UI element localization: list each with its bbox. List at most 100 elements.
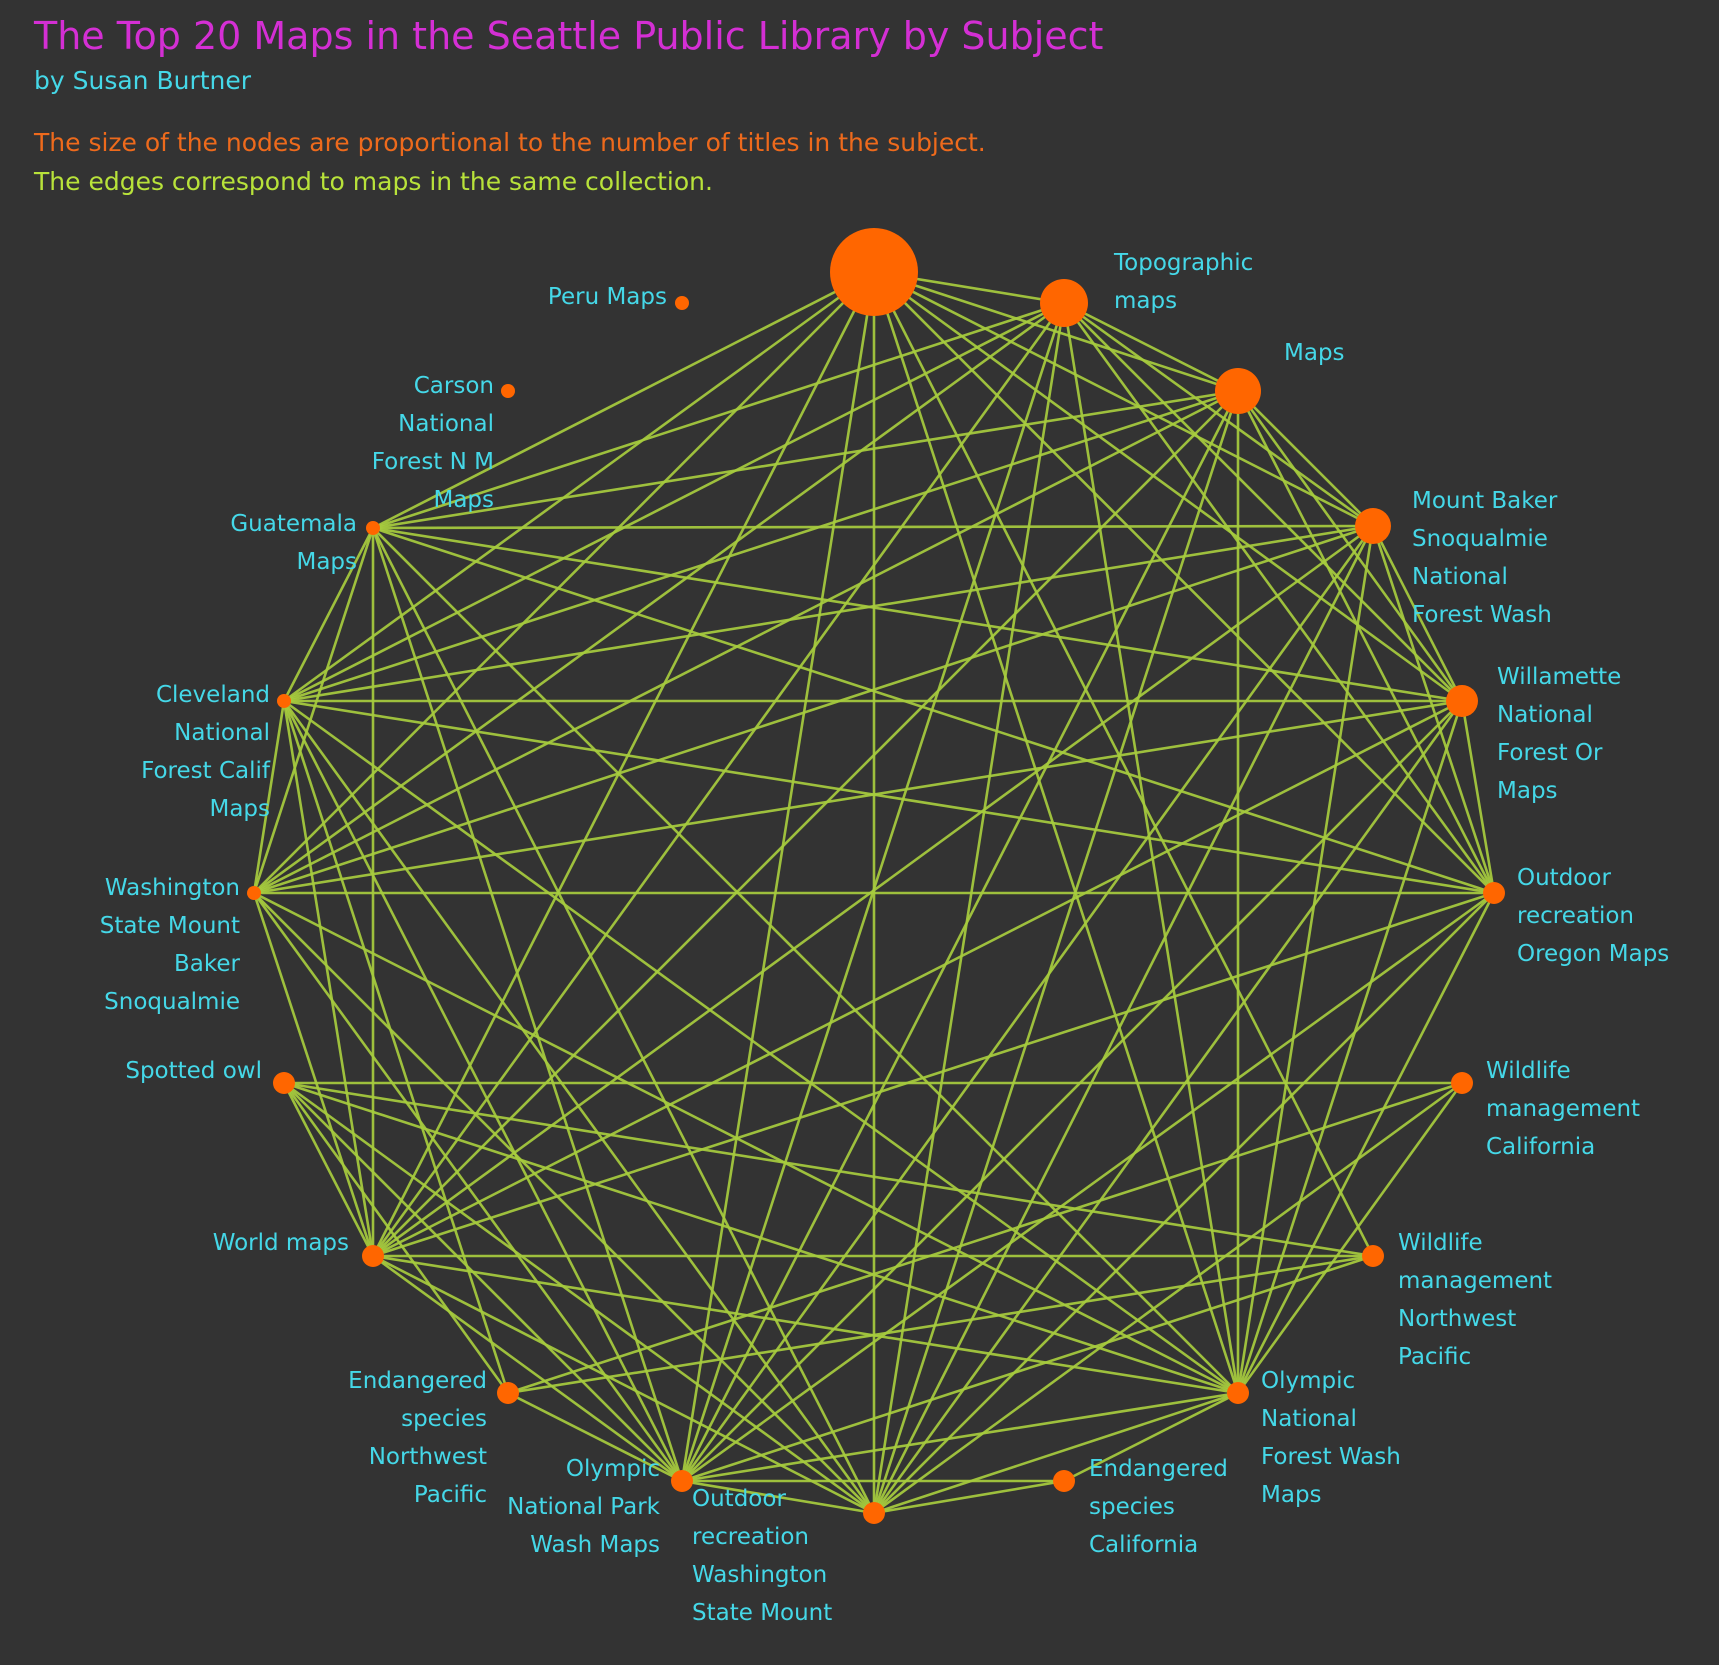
edge-olympic-forest-guatemala [372,527,1239,1394]
edge-outdoor-washington-world-maps [372,1254,875,1515]
edge-willamette-world-maps [372,699,1463,1258]
edge-topographic-mount-baker [1063,301,1374,528]
edge-willamette-olympic-forest [1236,700,1464,1394]
edge-willamette-outdoor-oregon [1460,700,1496,894]
node-label-carson: Carson National Forest N M Maps [372,373,494,513]
edge-maps-olympic-park [680,390,1240,1482]
edge-mount-baker-washington-state [253,524,1374,895]
edge-mount-baker-cleveland [283,524,1374,703]
edge-olympic-park-cleveland [282,700,684,1482]
node-label-wildlife-california: Wildlife management California [1486,1058,1640,1160]
node-guatemala[interactable] [366,521,380,535]
edge-maps-willamette [1236,390,1464,702]
edge-mount-baker-guatemala [372,524,1374,530]
node-label-olympic-forest: Olympic National Forest Wash Maps [1261,1368,1401,1508]
node-carson[interactable] [501,384,515,398]
edge-endangered-california-outdoor-washington [873,1479,1065,1515]
edge-olympic-park-endangered-nw [507,1391,683,1483]
node-endangered-california[interactable] [1053,1470,1075,1492]
node-label-guatemala: Guatemala Maps [230,511,357,575]
edge-topographic-washington-state [253,301,1065,895]
node-olympic-park[interactable] [671,1470,693,1492]
edge-top-cleveland [283,270,875,703]
edge-wildlife-california-olympic-forest [1236,1082,1464,1394]
edge-olympic-forest-world-maps [372,1254,1239,1395]
nodes-layer [247,228,1505,1524]
edge-maps-outdoor-oregon [1236,390,1496,894]
edge-olympic-forest-endangered-california [1063,1391,1239,1483]
edge-olympic-forest-spotted-owl [283,1081,1239,1395]
edge-washington-state-guatemala [252,527,375,894]
node-label-endangered-california: Endangered species California [1089,1456,1228,1558]
edge-olympic-forest-cleveland [283,699,1239,1395]
edge-wildlife-nw-endangered-nw [507,1254,1374,1395]
edge-outdoor-washington-cleveland [282,700,876,1514]
edge-top-guatemala [372,270,875,530]
node-outdoor-oregon[interactable] [1483,882,1505,904]
node-spotted-owl[interactable] [273,1072,295,1094]
edge-world-maps-washington-state [252,892,375,1257]
node-size-note: The size of the nodes are proportional t… [34,128,986,157]
edge-olympic-park-guatemala [371,527,684,1482]
node-wildlife-california[interactable] [1451,1072,1473,1094]
edge-outdoor-oregon-olympic-park [681,891,1495,1483]
edge-olympic-forest-outdoor-washington [873,1391,1239,1515]
node-label-peru: Peru Maps [548,284,667,310]
node-label-outdoor-washington: Outdoor recreation Washington State Mount [692,1486,832,1626]
node-top[interactable] [830,228,918,316]
edge-willamette-outdoor-washington [872,700,1464,1514]
edge-outdoor-washington-spotted-owl [283,1081,875,1515]
edge-topographic-willamette [1063,302,1463,702]
edge-outdoor-oregon-guatemala [372,526,1495,895]
node-label-spotted-owl: Spotted owl [125,1058,262,1084]
node-label-endangered-nw: Endangered species Northwest Pacific [348,1368,487,1508]
author-line: by Susan Burtner [34,66,252,95]
node-label-cleveland: Cleveland National Forest Calif Maps [141,682,271,822]
node-label-outdoor-oregon: Outdoor recreation Oregon Maps [1517,865,1669,967]
node-olympic-forest[interactable] [1227,1382,1249,1404]
edge-top-wildlife-nw [872,271,1375,1257]
edge-wildlife-california-outdoor-washington [873,1081,1463,1515]
edge-outdoor-oregon-olympic-forest [1236,892,1496,1394]
edge-olympic-park-world-maps [372,1254,683,1483]
edge-cleveland-guatemala [282,527,375,702]
node-label-olympic-park: Olympic National Park Wash Maps [507,1456,661,1558]
node-world-maps[interactable] [362,1245,384,1267]
node-label-willamette: Willamette National Forest Or Maps [1497,664,1621,804]
edge-outdoor-washington-guatemala [371,527,876,1514]
edge-world-maps-cleveland [282,700,375,1257]
edge-topographic-outdoor-oregon [1062,302,1496,894]
edge-wildlife-nw-olympic-park [681,1254,1374,1483]
edge-outdoor-washington-olympic-park [681,1479,875,1515]
edge-mount-baker-world-maps [372,524,1374,1258]
node-willamette[interactable] [1446,685,1478,717]
edge-willamette-olympic-park [681,700,1463,1482]
node-cleveland[interactable] [277,694,291,708]
node-washington-state[interactable] [247,886,261,900]
edge-endangered-nw-cleveland [282,700,510,1394]
node-topographic[interactable] [1040,279,1088,327]
node-endangered-nw[interactable] [497,1382,519,1404]
edge-top-mount-baker [873,270,1374,528]
edge-topographic-world-maps [371,302,1066,1257]
edge-mount-baker-willamette [1371,525,1464,702]
page-title: The Top 20 Maps in the Seattle Public Li… [34,14,1104,58]
edge-olympic-forest-washington-state [253,891,1239,1395]
edge-outdoor-oregon-cleveland [283,699,1495,895]
node-label-washington-state: Washington State Mount Baker Snoqualmie [100,875,241,1015]
node-mount-baker[interactable] [1355,508,1391,544]
node-wildlife-nw[interactable] [1362,1245,1384,1267]
edge-willamette-washington-state [253,699,1463,895]
edge-maps-guatemala [372,389,1239,530]
edge-washington-state-cleveland [252,700,286,894]
edge-topographic-olympic-forest [1062,302,1240,1394]
node-peru[interactable] [675,296,689,310]
edge-top-olympic-forest [872,271,1240,1394]
node-maps[interactable] [1215,368,1261,414]
edge-olympic-park-spotted-owl [283,1082,683,1482]
edge-willamette-guatemala [372,526,1463,703]
node-outdoor-washington[interactable] [863,1502,885,1524]
node-label-wildlife-nw: Wildlife management Northwest Pacific [1398,1230,1552,1370]
node-label-mount-baker: Mount Baker Snoqualmie National Forest Wash [1412,488,1558,628]
